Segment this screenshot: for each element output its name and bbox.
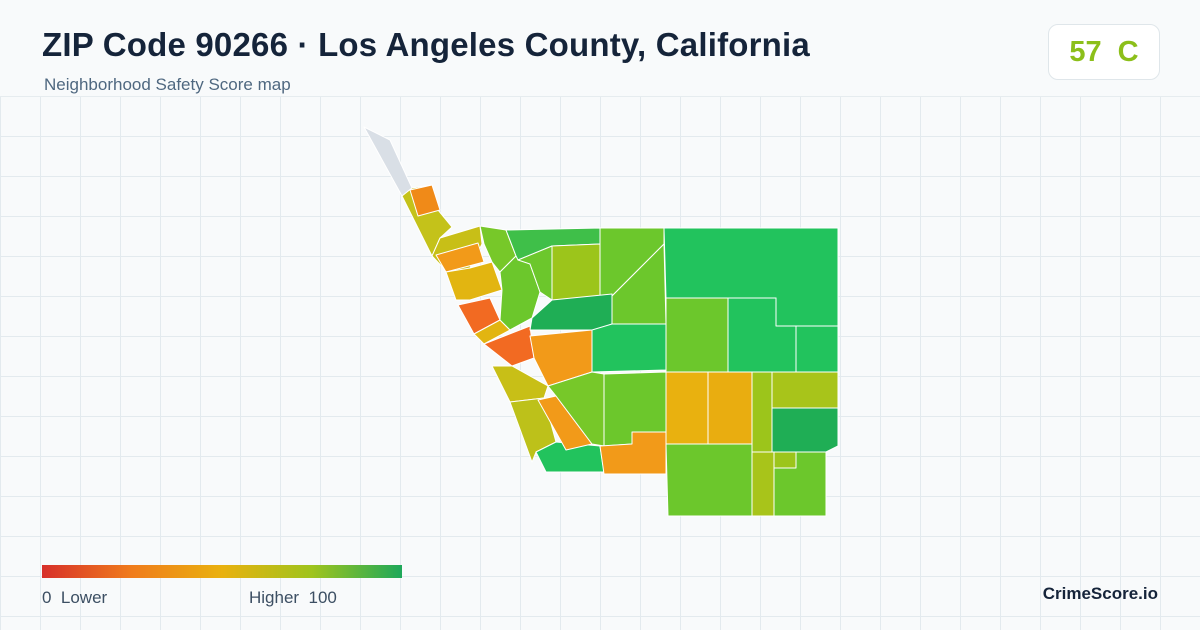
map-region xyxy=(751,451,775,517)
map-region xyxy=(751,371,773,453)
page-title: ZIP Code 90266 · Los Angeles County, Cal… xyxy=(42,26,810,63)
brand-logo[interactable]: CrimeScore.io xyxy=(1042,584,1158,603)
map-region xyxy=(517,245,553,301)
map-region xyxy=(435,242,485,273)
map-region xyxy=(773,451,827,517)
map-region xyxy=(665,297,729,373)
map-region xyxy=(665,371,709,445)
map-region xyxy=(795,325,839,373)
map-region xyxy=(409,184,441,217)
legend-low-label: 0 Lower xyxy=(42,588,108,607)
map-region xyxy=(707,371,753,445)
map-region xyxy=(529,293,613,331)
page-subtitle: Neighborhood Safety Score map xyxy=(44,75,291,94)
map-region xyxy=(551,243,601,301)
map-region-no-data xyxy=(363,126,413,197)
map-region xyxy=(771,371,839,409)
header: ZIP Code 90266 · Los Angeles County, Cal… xyxy=(0,0,1200,97)
map-region xyxy=(665,443,753,517)
map-region xyxy=(773,451,797,469)
score-grade: C xyxy=(1117,35,1139,68)
legend-high-label: Higher 100 xyxy=(249,588,337,607)
map-region xyxy=(591,323,667,373)
score-badge: 57 C xyxy=(1048,24,1160,80)
legend-gradient-bar xyxy=(42,565,402,578)
map-region xyxy=(491,365,549,403)
map-region xyxy=(771,407,839,453)
score-value: 57 xyxy=(1069,35,1102,68)
